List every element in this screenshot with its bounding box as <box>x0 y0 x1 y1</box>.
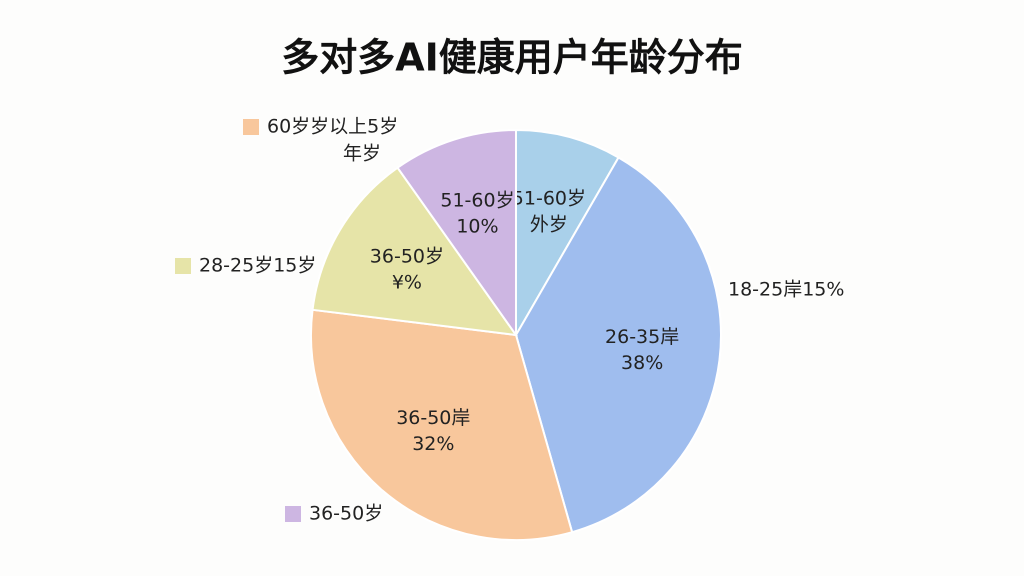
pie-slice <box>311 166 519 337</box>
slice-value-label: 10% <box>456 215 498 237</box>
slice-label: 51-60岁 <box>512 188 586 210</box>
slice-label: 26-35岸 <box>605 326 679 348</box>
legend-swatch <box>243 119 259 135</box>
slice-label: 36-50岸 <box>396 407 470 429</box>
legend-swatch <box>285 506 301 522</box>
annotation: 28-25岁15岁 <box>199 255 316 277</box>
slice-label: 51-60岁 <box>440 189 514 211</box>
pie-slice <box>515 128 620 339</box>
slice-value-label: 38% <box>621 352 663 374</box>
annotation: 年岁 <box>343 143 381 165</box>
legend-swatch <box>175 258 191 274</box>
chart-title: 多对多AI健康用户年龄分布 <box>281 36 743 80</box>
slice-note: 外岁 <box>530 214 568 236</box>
slice-value-label: 32% <box>412 433 454 455</box>
annotation: 18-25岸15% <box>728 279 844 301</box>
annotation: 36-50岁 <box>309 503 383 525</box>
annotation: 60岁岁以上5岁 <box>267 116 398 138</box>
pie-slice <box>396 128 517 339</box>
slice-label: 36-50岁 <box>370 245 444 267</box>
pie-slice <box>514 156 722 534</box>
slice-note: ¥% <box>392 271 422 293</box>
pie-slice <box>310 308 574 541</box>
